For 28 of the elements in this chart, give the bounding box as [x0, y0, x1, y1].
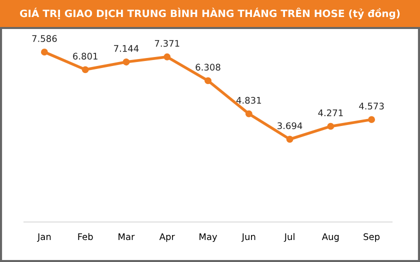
data-label: 6.308 — [196, 64, 220, 71]
point — [286, 136, 294, 143]
data-label: 4.831 — [236, 96, 261, 104]
data-label: 6.801 — [73, 52, 98, 60]
chart-title: GIÁ TRỊ GIAO DỊCH TRUNG BÌNH HÀNG THÁNG TRÊN HOSE (tỷ đồng) — [20, 8, 400, 20]
point — [82, 66, 89, 74]
point — [368, 116, 376, 124]
x-tick-label: Apr — [159, 233, 175, 242]
data-label: 4.271 — [318, 109, 343, 116]
point — [204, 77, 212, 84]
x-tick-label: Feb — [78, 233, 93, 240]
data-label: 3.694 — [278, 122, 302, 130]
x-tick-label: Mar — [118, 233, 135, 240]
point — [122, 58, 130, 66]
point — [327, 122, 334, 130]
data-label: 7.144 — [114, 45, 139, 52]
x-tick-label: Jan — [37, 233, 51, 242]
x-tick-label: Sep — [364, 233, 380, 242]
x-tick-label: Jul — [284, 233, 294, 242]
x-tick-label: May — [200, 233, 218, 242]
point — [40, 48, 48, 56]
x-tick-label: Jun — [241, 233, 256, 242]
point — [164, 53, 171, 60]
data-label: 7.371 — [154, 40, 180, 47]
point — [245, 110, 252, 118]
x-tick-label: Aug — [322, 233, 339, 242]
data-label: 4.573 — [359, 102, 384, 110]
data-label: 7.586 — [32, 35, 57, 42]
